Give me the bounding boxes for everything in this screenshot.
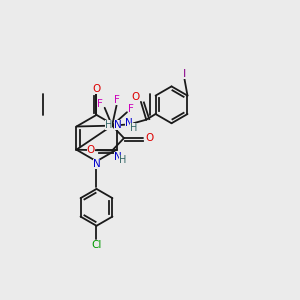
Text: O: O — [145, 133, 153, 143]
Text: O: O — [87, 145, 95, 155]
Text: N: N — [114, 120, 121, 130]
Text: N: N — [114, 152, 121, 162]
Text: N: N — [93, 159, 101, 169]
Text: O: O — [92, 84, 101, 94]
Text: H: H — [130, 123, 137, 133]
Text: H: H — [119, 155, 126, 165]
Text: N: N — [124, 118, 132, 128]
Text: F: F — [114, 95, 119, 105]
Text: H: H — [105, 120, 112, 130]
Text: I: I — [183, 69, 186, 79]
Text: F: F — [128, 104, 134, 114]
Text: F: F — [97, 99, 103, 109]
Text: Cl: Cl — [91, 240, 102, 250]
Text: O: O — [131, 92, 140, 101]
